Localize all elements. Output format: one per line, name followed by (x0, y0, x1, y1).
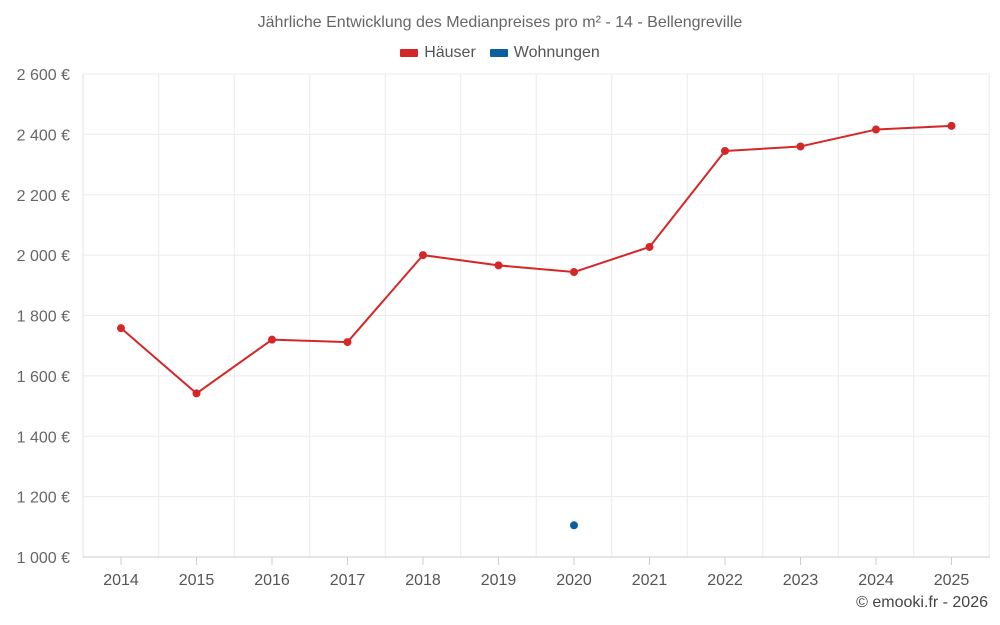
data-point-wohnungen (570, 521, 578, 530)
legend-label-haeuser: Häuser (424, 44, 476, 61)
data-point-haeuser (343, 338, 352, 347)
x-tick-label: 2020 (556, 572, 592, 589)
x-tick-label: 2023 (783, 572, 819, 589)
x-tick-label: 2019 (481, 572, 517, 589)
x-tick-label: 2021 (632, 572, 668, 589)
credit-text: © emooki.fr - 2026 (856, 594, 988, 611)
y-tick-label: 1 800 € (17, 309, 70, 326)
legend-label-wohnungen: Wohnungen (513, 44, 600, 61)
data-point-haeuser (494, 261, 503, 270)
y-tick-label: 1 600 € (17, 369, 70, 386)
y-tick-label: 1 200 € (17, 490, 70, 507)
data-point-haeuser (947, 121, 956, 130)
x-tick-label: 2015 (179, 572, 215, 589)
y-tick-label: 2 600 € (17, 67, 70, 84)
series-line-haeuser (120, 124, 952, 395)
data-point-haeuser (192, 389, 201, 398)
legend-item-haeuser[interactable]: Häuser (400, 44, 476, 62)
y-tick-label: 2 000 € (17, 248, 70, 265)
y-tick-label: 1 400 € (17, 429, 70, 446)
data-point-haeuser (645, 242, 654, 251)
data-point-haeuser (872, 125, 880, 134)
legend-item-wohnungen[interactable]: Wohnungen (489, 44, 600, 62)
y-tick-label: 2 200 € (17, 188, 70, 205)
x-tick-label: 2024 (858, 572, 894, 589)
data-point-haeuser (796, 142, 805, 151)
x-tick-label: 2022 (707, 572, 743, 589)
legend-swatch-haeuser (400, 49, 419, 57)
legend-swatch-wohnungen (489, 49, 508, 57)
data-point-haeuser (419, 251, 427, 260)
y-tick-label: 2 400 € (17, 127, 70, 144)
chart-title: Jährliche Entwicklung des Medianpreises … (257, 14, 743, 31)
x-tick-label: 2018 (405, 572, 441, 589)
x-tick-label: 2025 (934, 572, 970, 589)
data-point-haeuser (268, 335, 276, 344)
x-tick-label: 2016 (254, 572, 290, 589)
y-tick-label: 1 000 € (17, 550, 70, 567)
legend: Häuser Wohnungen (0, 44, 1000, 62)
data-point-haeuser (570, 268, 578, 277)
data-point-haeuser (117, 324, 125, 333)
x-tick-label: 2014 (103, 572, 139, 589)
data-point-haeuser (721, 146, 729, 155)
x-tick-label: 2017 (330, 572, 366, 589)
